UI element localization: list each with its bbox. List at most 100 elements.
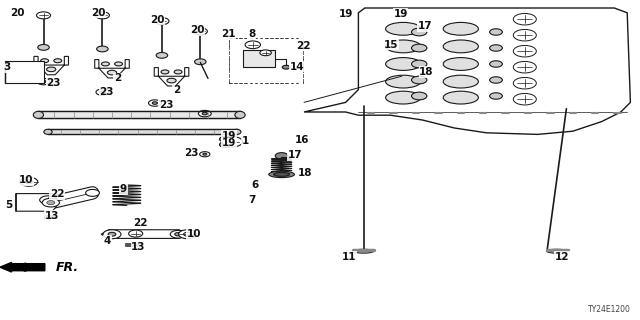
Text: 23: 23: [46, 77, 61, 88]
Circle shape: [203, 153, 207, 155]
Text: 2: 2: [114, 73, 121, 84]
Circle shape: [513, 93, 536, 105]
Text: 22: 22: [296, 41, 310, 51]
Circle shape: [96, 89, 109, 95]
Text: 14: 14: [290, 61, 305, 72]
Circle shape: [152, 102, 157, 104]
Text: 20: 20: [190, 25, 204, 36]
Bar: [44, 215, 56, 218]
Circle shape: [513, 13, 536, 25]
Text: 18: 18: [298, 168, 312, 179]
Circle shape: [220, 136, 231, 142]
Text: 12: 12: [555, 252, 569, 262]
Circle shape: [198, 110, 211, 117]
Circle shape: [513, 77, 536, 89]
Text: 23: 23: [159, 100, 173, 110]
Polygon shape: [95, 60, 129, 78]
Circle shape: [490, 93, 502, 99]
Circle shape: [490, 45, 502, 51]
Circle shape: [220, 142, 231, 148]
Polygon shape: [277, 154, 287, 157]
Circle shape: [174, 70, 182, 74]
Circle shape: [412, 92, 427, 100]
Circle shape: [97, 46, 108, 52]
Text: 18: 18: [419, 67, 434, 77]
Text: 9: 9: [120, 184, 127, 195]
Circle shape: [282, 65, 290, 69]
Text: 23: 23: [184, 148, 198, 158]
Ellipse shape: [269, 171, 294, 178]
Circle shape: [202, 112, 207, 115]
Polygon shape: [154, 68, 189, 86]
Circle shape: [275, 153, 288, 159]
Text: 3: 3: [3, 62, 10, 72]
Circle shape: [156, 52, 168, 58]
Circle shape: [167, 78, 176, 83]
Text: 16: 16: [294, 135, 309, 145]
Ellipse shape: [393, 70, 411, 75]
Ellipse shape: [443, 40, 479, 53]
Ellipse shape: [389, 23, 415, 28]
Circle shape: [20, 177, 38, 186]
Text: 23: 23: [99, 87, 114, 97]
Polygon shape: [304, 8, 630, 134]
Ellipse shape: [443, 58, 479, 70]
Ellipse shape: [235, 111, 245, 118]
Text: 20: 20: [150, 15, 164, 25]
Text: 17: 17: [418, 21, 433, 31]
Ellipse shape: [547, 249, 567, 253]
Circle shape: [513, 45, 536, 57]
Text: 11: 11: [342, 252, 356, 262]
Ellipse shape: [392, 21, 412, 26]
Circle shape: [108, 70, 116, 75]
Circle shape: [161, 70, 169, 74]
Circle shape: [490, 77, 502, 83]
Text: 13: 13: [131, 242, 146, 252]
Text: FR.: FR.: [56, 261, 79, 274]
Circle shape: [38, 44, 49, 50]
Text: 19: 19: [394, 9, 408, 19]
Circle shape: [148, 100, 161, 106]
Text: 19: 19: [222, 131, 236, 141]
Ellipse shape: [385, 58, 421, 70]
Circle shape: [36, 12, 51, 19]
Ellipse shape: [233, 129, 241, 134]
Circle shape: [42, 198, 60, 207]
FancyArrow shape: [0, 262, 45, 272]
Polygon shape: [34, 56, 68, 75]
Text: 10: 10: [187, 229, 202, 239]
Bar: [243, 50, 275, 67]
Text: 1: 1: [242, 136, 249, 147]
Circle shape: [37, 78, 50, 85]
Ellipse shape: [385, 91, 421, 104]
Ellipse shape: [385, 40, 421, 53]
Circle shape: [86, 189, 99, 196]
Circle shape: [412, 60, 427, 68]
Bar: [125, 243, 138, 246]
Circle shape: [129, 230, 143, 237]
Ellipse shape: [353, 249, 374, 253]
Circle shape: [513, 29, 536, 41]
Circle shape: [412, 28, 427, 36]
Text: 19: 19: [222, 138, 236, 148]
Text: 4: 4: [104, 236, 111, 246]
Text: 21: 21: [221, 28, 236, 39]
Circle shape: [102, 62, 109, 66]
Text: 6: 6: [252, 180, 259, 190]
Circle shape: [490, 29, 502, 35]
Circle shape: [175, 233, 181, 236]
Ellipse shape: [388, 69, 416, 76]
Text: 5: 5: [6, 200, 13, 211]
Circle shape: [412, 76, 427, 84]
Circle shape: [384, 13, 394, 19]
Circle shape: [387, 15, 391, 17]
Circle shape: [41, 59, 49, 63]
Circle shape: [513, 61, 536, 73]
Circle shape: [103, 230, 121, 239]
Text: 8: 8: [248, 28, 255, 39]
Text: 13: 13: [45, 211, 60, 221]
Circle shape: [260, 50, 271, 56]
Text: 22: 22: [50, 189, 65, 199]
Text: TY24E1200: TY24E1200: [588, 305, 630, 314]
Text: 15: 15: [384, 40, 399, 50]
